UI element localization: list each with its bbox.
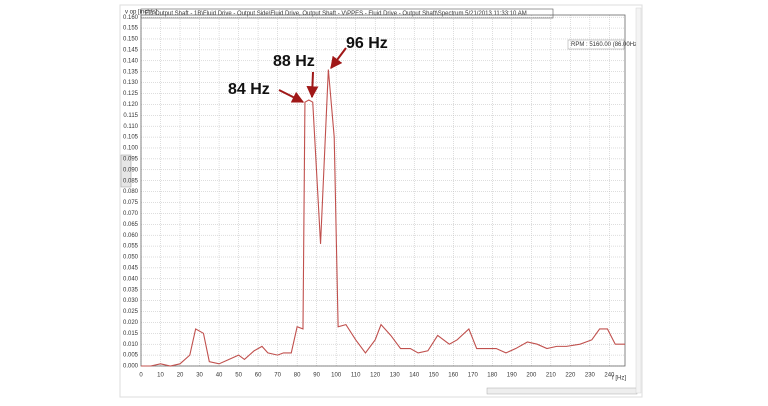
y-tick-label: 0.140 [123,58,139,64]
y-tick-label: 0.160 [123,15,139,21]
y-tick-label: 0.105 [123,135,139,141]
y-tick-label: 0.145 [123,47,139,53]
x-tick-label: 200 [526,373,537,379]
annotation-arrow [278,89,305,103]
y-tick-label: 0.065 [123,222,139,228]
y-tick-label: 0.055 [123,244,139,250]
y-tick-label: 0.075 [123,200,139,206]
plot-frame [140,14,626,367]
x-tick-label: 160 [448,373,459,379]
y-tick-label: 0.030 [123,298,139,304]
x-tick-label: 220 [565,373,576,379]
y-tick-label: 0.155 [123,26,139,32]
x-tick-label: 50 [235,373,242,379]
annotation-arrow [330,47,347,69]
y-tick-label: 0.010 [123,342,139,348]
x-tick-label: 130 [390,373,401,379]
x-tick-label: 210 [546,373,557,379]
title-box [140,8,554,19]
x-tick-label: 120 [370,373,381,379]
y-tick-label: 0.110 [123,124,138,130]
y-tick-label: 0.050 [123,255,139,261]
y-tick-label: 0.085 [123,178,139,184]
v-scrollbar[interactable] [635,7,642,394]
window [119,4,643,398]
x-tick-label: 30 [196,373,203,379]
x-tick-label: 170 [468,373,479,379]
y-tick-label: 0.095 [123,156,139,162]
y-tick-label: 0.025 [123,309,139,315]
x-tick-label: 10 [157,373,164,379]
y-tick-label: 0.080 [123,189,139,195]
scrollbar[interactable] [486,387,638,395]
y-tick-label: 0.130 [123,80,139,86]
x-tick-label: 0 [139,373,143,379]
spectrum-line [141,69,625,367]
y-tick-label: 0.005 [123,353,139,359]
x-axis-label: f [Hz] [612,376,626,382]
annotation: 84 Hz [228,81,270,98]
x-tick-label: 190 [507,373,518,379]
x-tick-label: 80 [294,373,301,379]
x-tick-label: 230 [585,373,596,379]
y-tick-label: 0.015 [123,331,139,337]
y-tick-label: 0.040 [123,276,139,282]
y-tick-label: 0.115 [123,113,138,119]
x-tick-label: 150 [429,373,440,379]
side-toolbar[interactable] [120,154,132,188]
chart-title: ED Output Shaft - 1B\Fluid Drive - Outpu… [145,11,527,17]
x-tick-label: 90 [313,373,320,379]
y-axis-label: v op [inch/s] [125,10,157,16]
y-tick-label: 0.090 [123,167,139,173]
info-text: RPM : 5160.00 (86.00Hz) [571,42,639,48]
y-tick-label: 0.060 [123,233,139,239]
annotation: 88 Hz [273,53,315,70]
x-tick-label: 140 [409,373,420,379]
x-tick-label: 20 [177,373,184,379]
x-tick-label: 40 [216,373,223,379]
y-tick-label: 0.100 [123,146,139,152]
annotation: 96 Hz [346,35,388,52]
x-tick-label: 240 [604,373,615,379]
info-box [567,39,625,50]
y-tick-label: 0.135 [123,69,139,75]
x-tick-label: 180 [487,373,498,379]
y-tick-label: 0.035 [123,287,139,293]
y-tick-label: 0.020 [123,320,139,326]
x-tick-label: 70 [274,373,281,379]
y-tick-label: 0.045 [123,265,139,271]
y-tick-label: 0.000 [123,364,139,370]
x-tick-label: 110 [351,373,361,379]
y-tick-label: 0.150 [123,37,139,43]
x-tick-label: 100 [331,373,342,379]
y-tick-label: 0.125 [123,91,139,97]
x-tick-label: 60 [255,373,262,379]
y-tick-label: 0.070 [123,211,139,217]
y-tick-label: 0.120 [123,102,139,108]
annotation-arrow [306,71,319,99]
